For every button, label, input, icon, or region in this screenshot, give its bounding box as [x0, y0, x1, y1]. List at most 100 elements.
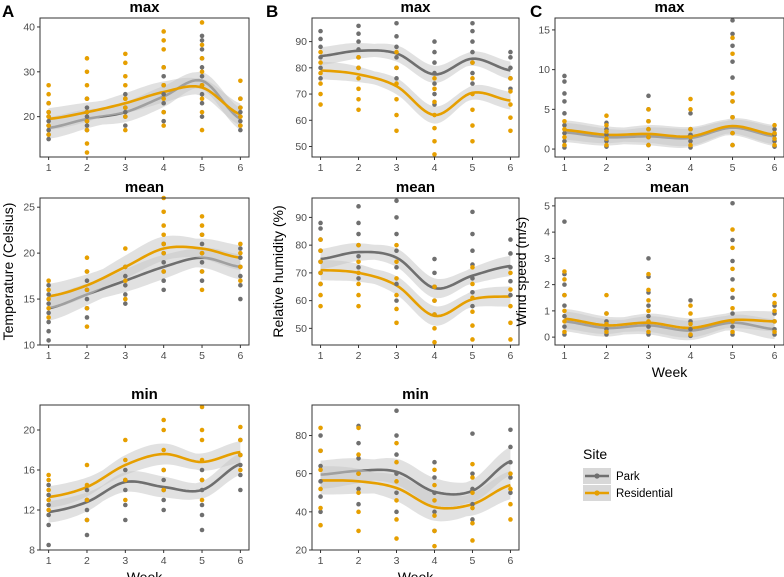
y-tick-label: 60	[295, 115, 307, 127]
data-point-park	[730, 18, 735, 23]
x-tick-label: 6	[772, 350, 778, 362]
data-point-residential	[318, 259, 323, 265]
data-point-residential	[730, 227, 735, 232]
x-tick-label: 6	[508, 555, 514, 567]
data-point-residential	[84, 56, 90, 61]
y-tick-label: 20	[23, 425, 35, 437]
data-point-park	[470, 248, 475, 253]
data-point-park	[318, 55, 323, 60]
data-point-park	[730, 295, 735, 301]
data-point-park	[730, 200, 735, 206]
y-axis-title: Wind speed (m/s)	[513, 217, 529, 327]
data-point-park	[730, 258, 735, 264]
data-point-park	[470, 81, 475, 86]
data-point-park	[394, 76, 399, 81]
data-point-park	[199, 114, 205, 119]
data-point-residential	[432, 528, 437, 534]
chart-panel-rh-min: min 1 2 3 4 5 6 20 40 60 80 Week	[295, 386, 520, 577]
data-point-park	[318, 433, 323, 438]
data-point-park	[46, 482, 51, 488]
data-point-residential	[646, 308, 651, 314]
y-tick-label: 20	[295, 545, 307, 557]
data-point-park	[432, 91, 437, 97]
legend-key-point	[594, 490, 600, 496]
data-point-residential	[646, 287, 651, 293]
data-point-park	[508, 475, 513, 480]
data-point-park	[394, 215, 399, 220]
data-point-residential	[84, 305, 90, 311]
data-point-park	[161, 278, 166, 283]
data-point-residential	[508, 320, 513, 326]
data-point-residential	[470, 60, 475, 65]
x-tick-label: 1	[318, 162, 324, 174]
data-point-residential	[394, 498, 399, 503]
chart-panel-wind-max: max 1 2 3 4 5 6 0 5 10 15	[538, 0, 784, 174]
data-point-park	[46, 522, 51, 528]
data-point-park	[688, 138, 693, 144]
data-point-residential	[356, 107, 361, 113]
x-tick-label: 1	[562, 350, 568, 362]
data-point-park	[394, 55, 399, 60]
data-point-residential	[772, 308, 777, 314]
data-point-residential	[238, 241, 243, 247]
data-point-park	[84, 123, 90, 128]
data-point-park	[356, 456, 361, 461]
data-point-residential	[84, 69, 90, 75]
x-tick-label: 4	[688, 350, 694, 362]
data-point-residential	[356, 281, 361, 287]
data-point-residential	[161, 447, 166, 453]
y-tick-label: 8	[29, 545, 35, 557]
data-point-park	[161, 497, 166, 503]
smooth-line-residential	[48, 84, 241, 121]
data-point-residential	[199, 437, 205, 443]
data-point-park	[394, 298, 399, 303]
panel-frame	[311, 404, 520, 551]
data-point-park	[562, 73, 567, 79]
data-point-residential	[432, 76, 437, 81]
data-point-park	[238, 282, 243, 288]
data-point-park	[432, 459, 437, 465]
data-point-park	[508, 278, 513, 284]
data-point-residential	[199, 96, 205, 102]
x-tick-label: 6	[237, 555, 243, 567]
data-point-park	[84, 532, 90, 538]
data-point-park	[238, 472, 243, 478]
x-tick-label: 2	[604, 162, 610, 174]
data-point-residential	[123, 73, 128, 79]
data-point-residential	[470, 490, 475, 496]
data-point-park	[161, 91, 166, 97]
data-point-residential	[318, 248, 323, 253]
data-point-park	[238, 273, 243, 279]
data-point-residential	[318, 281, 323, 287]
data-point-park	[123, 109, 128, 115]
data-point-residential	[318, 60, 323, 65]
y-tick-label: 15	[538, 24, 550, 36]
data-point-residential	[432, 112, 437, 118]
data-point-park	[318, 226, 323, 231]
data-point-park	[730, 31, 735, 37]
data-point-residential	[394, 306, 399, 312]
data-point-park	[646, 324, 651, 329]
data-point-residential	[84, 287, 90, 293]
data-point-park	[730, 43, 735, 49]
data-point-residential	[730, 91, 735, 96]
y-tick-label: 60	[295, 468, 307, 480]
data-point-residential	[46, 315, 51, 320]
data-point-residential	[84, 324, 90, 329]
data-point-residential	[688, 134, 693, 140]
data-point-residential	[730, 51, 735, 57]
x-tick-label: 5	[730, 350, 736, 362]
data-point-residential	[356, 76, 361, 81]
data-point-residential	[84, 482, 90, 488]
y-tick-label: 80	[295, 240, 307, 252]
data-point-residential	[161, 109, 166, 115]
data-point-park	[84, 114, 90, 119]
data-point-park	[470, 431, 475, 436]
data-point-park	[356, 204, 361, 209]
x-tick-label: 5	[730, 162, 736, 174]
data-point-residential	[646, 134, 651, 140]
data-point-residential	[394, 536, 399, 541]
data-point-residential	[46, 477, 51, 483]
data-point-residential	[123, 105, 128, 110]
